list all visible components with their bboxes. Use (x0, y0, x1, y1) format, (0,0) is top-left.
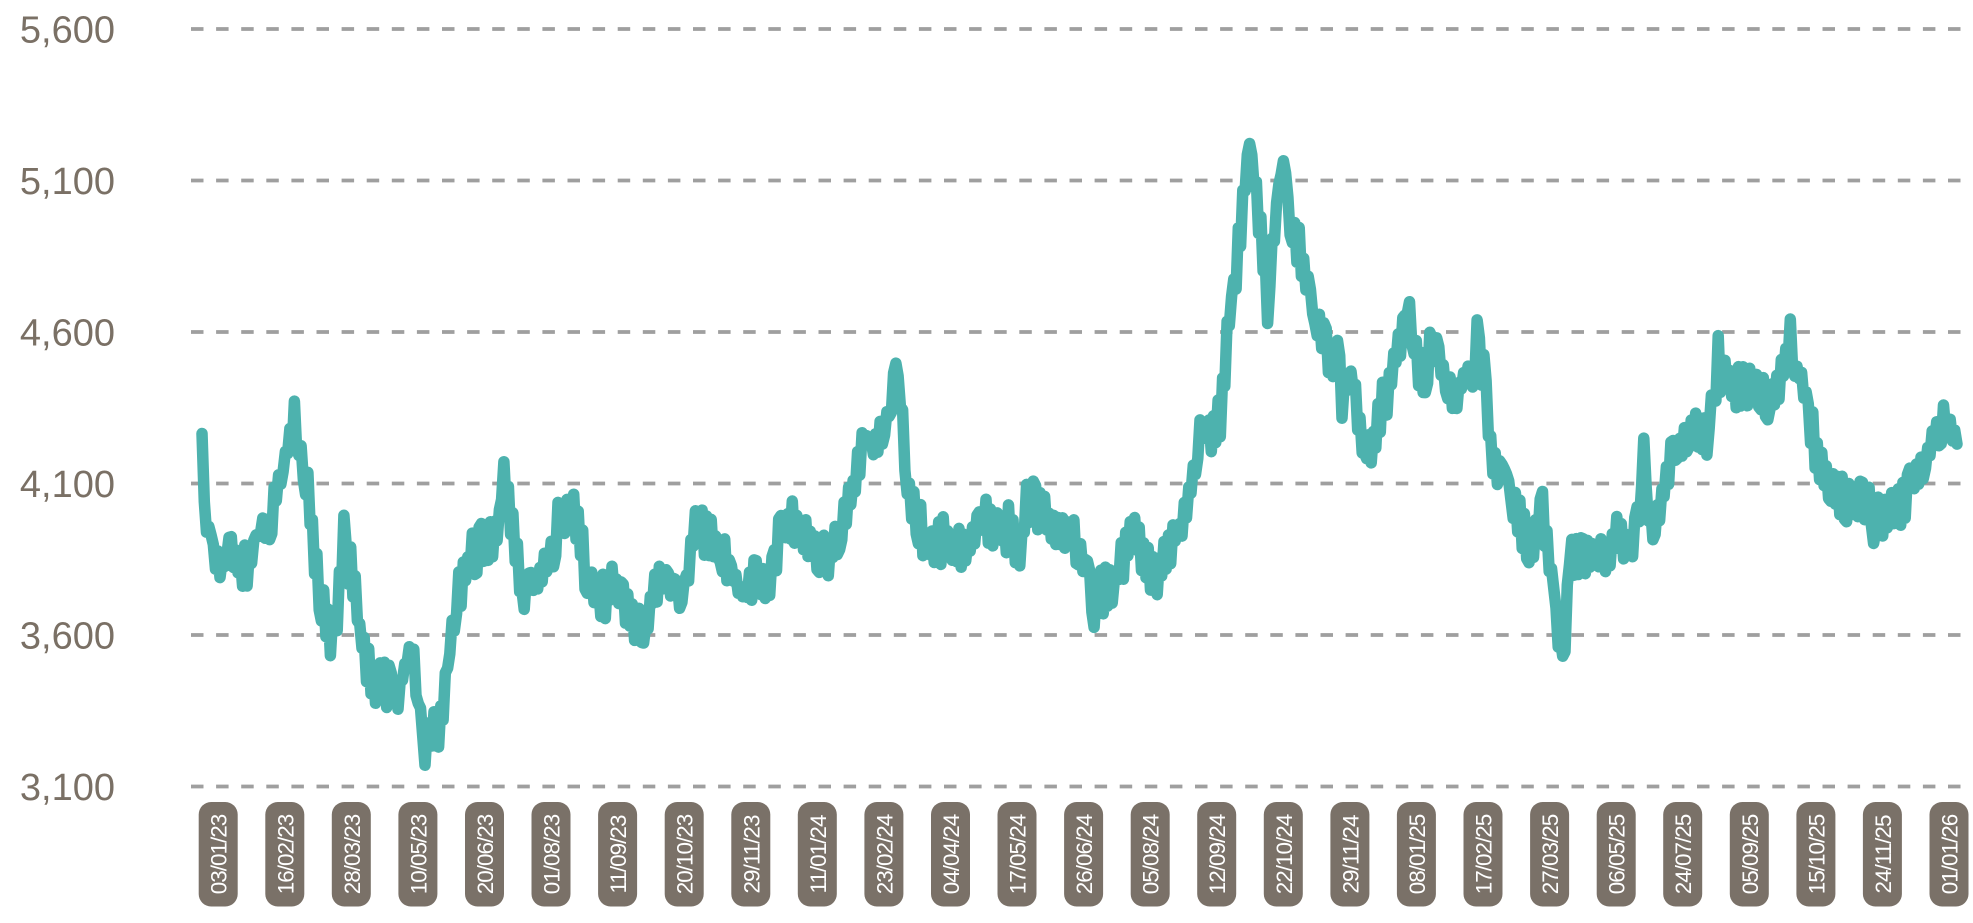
svg-text:24/07/25: 24/07/25 (1671, 814, 1696, 894)
svg-text:28/03/23: 28/03/23 (340, 814, 365, 894)
svg-text:29/11/23: 29/11/23 (739, 815, 764, 893)
svg-text:05/08/24: 05/08/24 (1139, 814, 1164, 894)
svg-text:01/08/23: 01/08/23 (540, 814, 565, 894)
svg-text:4,600: 4,600 (20, 313, 115, 355)
svg-text:5,100: 5,100 (20, 161, 115, 203)
svg-text:11/01/24: 11/01/24 (806, 815, 831, 893)
svg-text:20/10/23: 20/10/23 (673, 814, 698, 894)
svg-text:05/09/25: 05/09/25 (1738, 814, 1763, 894)
svg-text:03/01/23: 03/01/23 (207, 814, 232, 894)
svg-text:01/01/26: 01/01/26 (1938, 814, 1963, 894)
svg-text:3,600: 3,600 (20, 616, 115, 658)
svg-text:15/10/25: 15/10/25 (1804, 814, 1829, 894)
svg-text:06/05/25: 06/05/25 (1605, 814, 1630, 894)
svg-text:12/09/24: 12/09/24 (1205, 814, 1230, 894)
svg-text:29/11/24: 29/11/24 (1338, 815, 1363, 893)
svg-text:17/05/24: 17/05/24 (1006, 814, 1031, 894)
svg-text:27/03/25: 27/03/25 (1538, 814, 1563, 894)
svg-text:23/02/24: 23/02/24 (872, 814, 897, 894)
svg-text:5,600: 5,600 (20, 10, 115, 52)
svg-text:24/11/25: 24/11/25 (1871, 815, 1896, 893)
svg-text:04/04/24: 04/04/24 (939, 814, 964, 894)
svg-text:08/01/25: 08/01/25 (1405, 814, 1430, 894)
svg-text:20/06/23: 20/06/23 (473, 814, 498, 894)
svg-text:17/02/25: 17/02/25 (1472, 814, 1497, 894)
svg-text:16/02/23: 16/02/23 (273, 814, 298, 894)
svg-text:10/05/23: 10/05/23 (406, 814, 431, 894)
svg-text:11/09/23: 11/09/23 (606, 815, 631, 893)
svg-text:22/10/24: 22/10/24 (1272, 814, 1297, 894)
svg-text:4,100: 4,100 (20, 464, 115, 506)
svg-text:26/06/24: 26/06/24 (1072, 814, 1097, 894)
svg-text:3,100: 3,100 (20, 767, 115, 809)
